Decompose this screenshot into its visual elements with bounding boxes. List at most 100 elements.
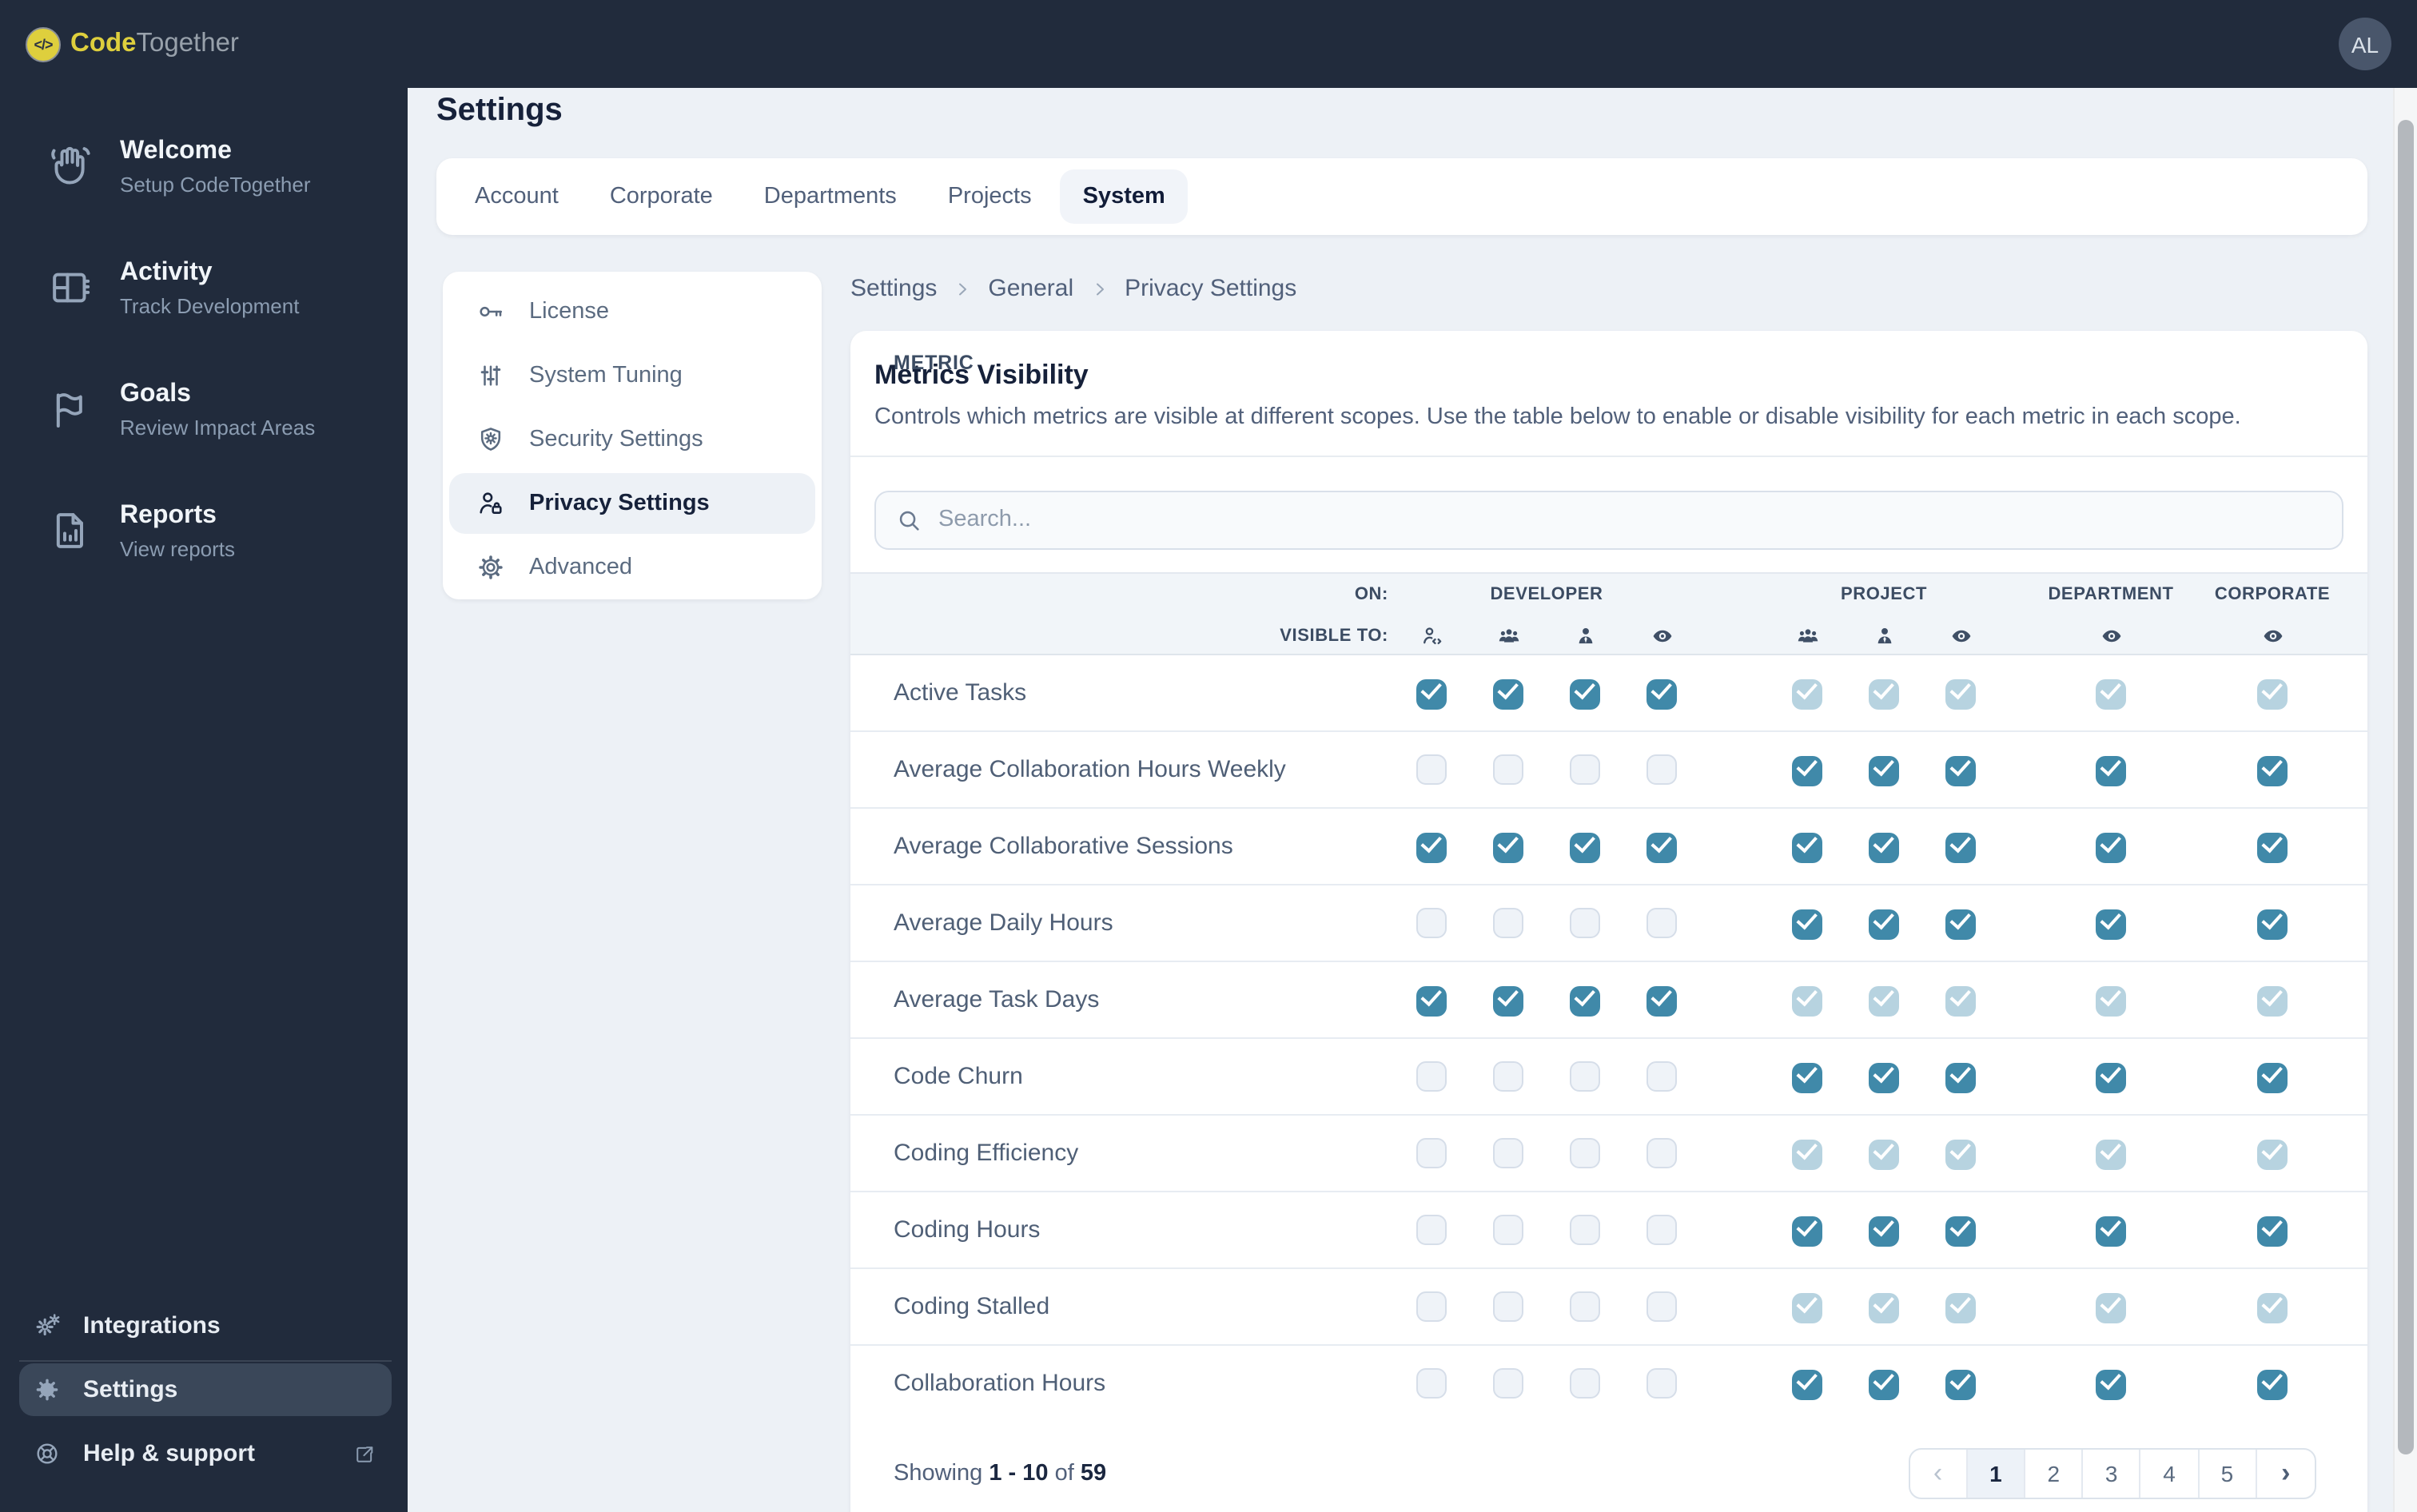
visibility-checkbox-on[interactable] bbox=[1416, 832, 1447, 863]
search-input[interactable] bbox=[938, 507, 2323, 532]
visibility-checkbox-on[interactable] bbox=[1570, 678, 1600, 710]
visibility-checkbox-off[interactable] bbox=[1570, 907, 1600, 937]
visibility-checkbox-off[interactable] bbox=[1493, 1060, 1523, 1091]
page-button-1[interactable]: 1 bbox=[1967, 1449, 2026, 1497]
visibility-checkbox-on[interactable] bbox=[2096, 909, 2126, 940]
sidebar-item-goals[interactable]: Goals Review Impact Areas bbox=[0, 361, 408, 457]
visibility-checkbox-off[interactable] bbox=[1493, 1137, 1523, 1168]
subnav-item-license[interactable]: License bbox=[449, 281, 815, 342]
tab-system[interactable]: System bbox=[1060, 169, 1188, 224]
visibility-checkbox-off[interactable] bbox=[1416, 1137, 1447, 1168]
visibility-checkbox-off[interactable] bbox=[1416, 1291, 1447, 1321]
visibility-checkbox-on[interactable] bbox=[1792, 1216, 1822, 1247]
user-avatar[interactable]: AL bbox=[2339, 18, 2391, 70]
app-logo[interactable]: </> CodeTogether bbox=[0, 26, 239, 62]
visibility-checkbox-on[interactable] bbox=[1869, 1216, 1899, 1247]
visibility-checkbox-off[interactable] bbox=[1416, 1214, 1447, 1244]
sidebar-item-integrations[interactable]: Integrations bbox=[19, 1299, 392, 1352]
visibility-checkbox-off[interactable] bbox=[1493, 907, 1523, 937]
visibility-checkbox-on[interactable] bbox=[2257, 832, 2288, 863]
visibility-checkbox-on[interactable] bbox=[1647, 678, 1677, 710]
tab-account[interactable]: Account bbox=[475, 184, 559, 209]
visibility-checkbox-off[interactable] bbox=[1570, 1060, 1600, 1091]
visibility-checkbox-off[interactable] bbox=[1647, 1368, 1677, 1399]
visibility-checkbox-off[interactable] bbox=[1493, 1368, 1523, 1399]
visibility-checkbox-off[interactable] bbox=[1416, 754, 1447, 784]
page-button-3[interactable]: 3 bbox=[2084, 1449, 2141, 1497]
visibility-checkbox-on[interactable] bbox=[2096, 832, 2126, 863]
visibility-checkbox-on[interactable] bbox=[2257, 1062, 2288, 1093]
visibility-checkbox-off[interactable] bbox=[1493, 1214, 1523, 1244]
visibility-checkbox-off[interactable] bbox=[1647, 1137, 1677, 1168]
visibility-checkbox-on[interactable] bbox=[1869, 1062, 1899, 1093]
sidebar-item-activity[interactable]: Activity Track Development bbox=[0, 240, 408, 336]
visibility-checkbox-on[interactable] bbox=[1945, 755, 1976, 786]
visibility-checkbox-off[interactable] bbox=[1647, 1214, 1677, 1244]
visibility-checkbox-off[interactable] bbox=[1647, 907, 1677, 937]
visibility-checkbox-on[interactable] bbox=[1869, 909, 1899, 940]
visibility-checkbox-on[interactable] bbox=[1416, 678, 1447, 710]
sidebar-item-welcome[interactable]: Welcome Setup CodeTogether bbox=[0, 118, 408, 214]
tab-corporate[interactable]: Corporate bbox=[609, 184, 713, 209]
visibility-checkbox-on[interactable] bbox=[1792, 909, 1822, 940]
visibility-checkbox-off[interactable] bbox=[1493, 1291, 1523, 1321]
visibility-checkbox-on[interactable] bbox=[1945, 909, 1976, 940]
visibility-checkbox-on[interactable] bbox=[1647, 832, 1677, 863]
visibility-checkbox-off[interactable] bbox=[1570, 1137, 1600, 1168]
visibility-checkbox-on[interactable] bbox=[2257, 1216, 2288, 1247]
visibility-checkbox-on[interactable] bbox=[1493, 985, 1523, 1017]
visibility-checkbox-on[interactable] bbox=[1570, 832, 1600, 863]
visibility-checkbox-off[interactable] bbox=[1570, 754, 1600, 784]
visibility-checkbox-on[interactable] bbox=[1570, 985, 1600, 1017]
visibility-checkbox-on[interactable] bbox=[2096, 1216, 2126, 1247]
tab-departments[interactable]: Departments bbox=[763, 184, 897, 209]
visibility-checkbox-on[interactable] bbox=[1869, 832, 1899, 863]
page-button-4[interactable]: 4 bbox=[2141, 1449, 2200, 1497]
page-button-2[interactable]: 2 bbox=[2025, 1449, 2084, 1497]
visibility-checkbox-on[interactable] bbox=[1869, 1370, 1899, 1401]
visibility-checkbox-on[interactable] bbox=[1792, 1062, 1822, 1093]
tab-projects[interactable]: Projects bbox=[947, 184, 1032, 209]
breadcrumb-settings[interactable]: Settings bbox=[850, 275, 938, 302]
visibility-checkbox-off[interactable] bbox=[1647, 1060, 1677, 1091]
visibility-checkbox-on[interactable] bbox=[1493, 832, 1523, 863]
subnav-item-advanced[interactable]: Advanced bbox=[449, 537, 815, 598]
subnav-item-security-settings[interactable]: Security Settings bbox=[449, 409, 815, 470]
sidebar-item-reports[interactable]: Reports View reports bbox=[0, 483, 408, 579]
next-page-button[interactable]: › bbox=[2281, 1457, 2291, 1487]
visibility-checkbox-off[interactable] bbox=[1647, 754, 1677, 784]
visibility-checkbox-on[interactable] bbox=[1792, 832, 1822, 863]
visibility-checkbox-off[interactable] bbox=[1416, 1368, 1447, 1399]
sidebar-item-settings[interactable]: Settings bbox=[19, 1363, 392, 1416]
visibility-checkbox-off[interactable] bbox=[1570, 1368, 1600, 1399]
scrollbar-thumb[interactable] bbox=[2397, 120, 2413, 1454]
subnav-item-privacy-settings[interactable]: Privacy Settings bbox=[449, 473, 815, 534]
visibility-checkbox-off[interactable] bbox=[1570, 1291, 1600, 1321]
visibility-checkbox-on[interactable] bbox=[1416, 985, 1447, 1017]
visibility-checkbox-on[interactable] bbox=[2257, 1370, 2288, 1401]
visibility-checkbox-off[interactable] bbox=[1416, 907, 1447, 937]
visibility-checkbox-off[interactable] bbox=[1570, 1214, 1600, 1244]
visibility-checkbox-on[interactable] bbox=[1945, 1216, 1976, 1247]
visibility-checkbox-on[interactable] bbox=[2096, 1370, 2126, 1401]
visibility-checkbox-off[interactable] bbox=[1647, 1291, 1677, 1321]
visibility-checkbox-off[interactable] bbox=[1416, 1060, 1447, 1091]
visibility-checkbox-on[interactable] bbox=[1647, 985, 1677, 1017]
visibility-checkbox-off[interactable] bbox=[1493, 754, 1523, 784]
sidebar-item-help-support[interactable]: Help & support bbox=[19, 1427, 392, 1480]
visibility-checkbox-on[interactable] bbox=[2257, 909, 2288, 940]
visibility-checkbox-on[interactable] bbox=[2096, 755, 2126, 786]
visibility-checkbox-on[interactable] bbox=[1493, 678, 1523, 710]
visibility-checkbox-on[interactable] bbox=[1945, 832, 1976, 863]
visibility-checkbox-on[interactable] bbox=[1869, 755, 1899, 786]
breadcrumb-general[interactable]: General bbox=[988, 275, 1074, 302]
visibility-checkbox-on[interactable] bbox=[2096, 1062, 2126, 1093]
prev-page-button[interactable]: ‹ bbox=[1909, 1449, 1968, 1497]
visibility-checkbox-on[interactable] bbox=[1945, 1062, 1976, 1093]
subnav-item-system-tuning[interactable]: System Tuning bbox=[449, 345, 815, 406]
visibility-checkbox-on[interactable] bbox=[2257, 755, 2288, 786]
page-button-5[interactable]: 5 bbox=[2199, 1449, 2257, 1497]
visibility-checkbox-on[interactable] bbox=[1792, 1370, 1822, 1401]
visibility-checkbox-on[interactable] bbox=[1792, 755, 1822, 786]
visibility-checkbox-on[interactable] bbox=[1945, 1370, 1976, 1401]
